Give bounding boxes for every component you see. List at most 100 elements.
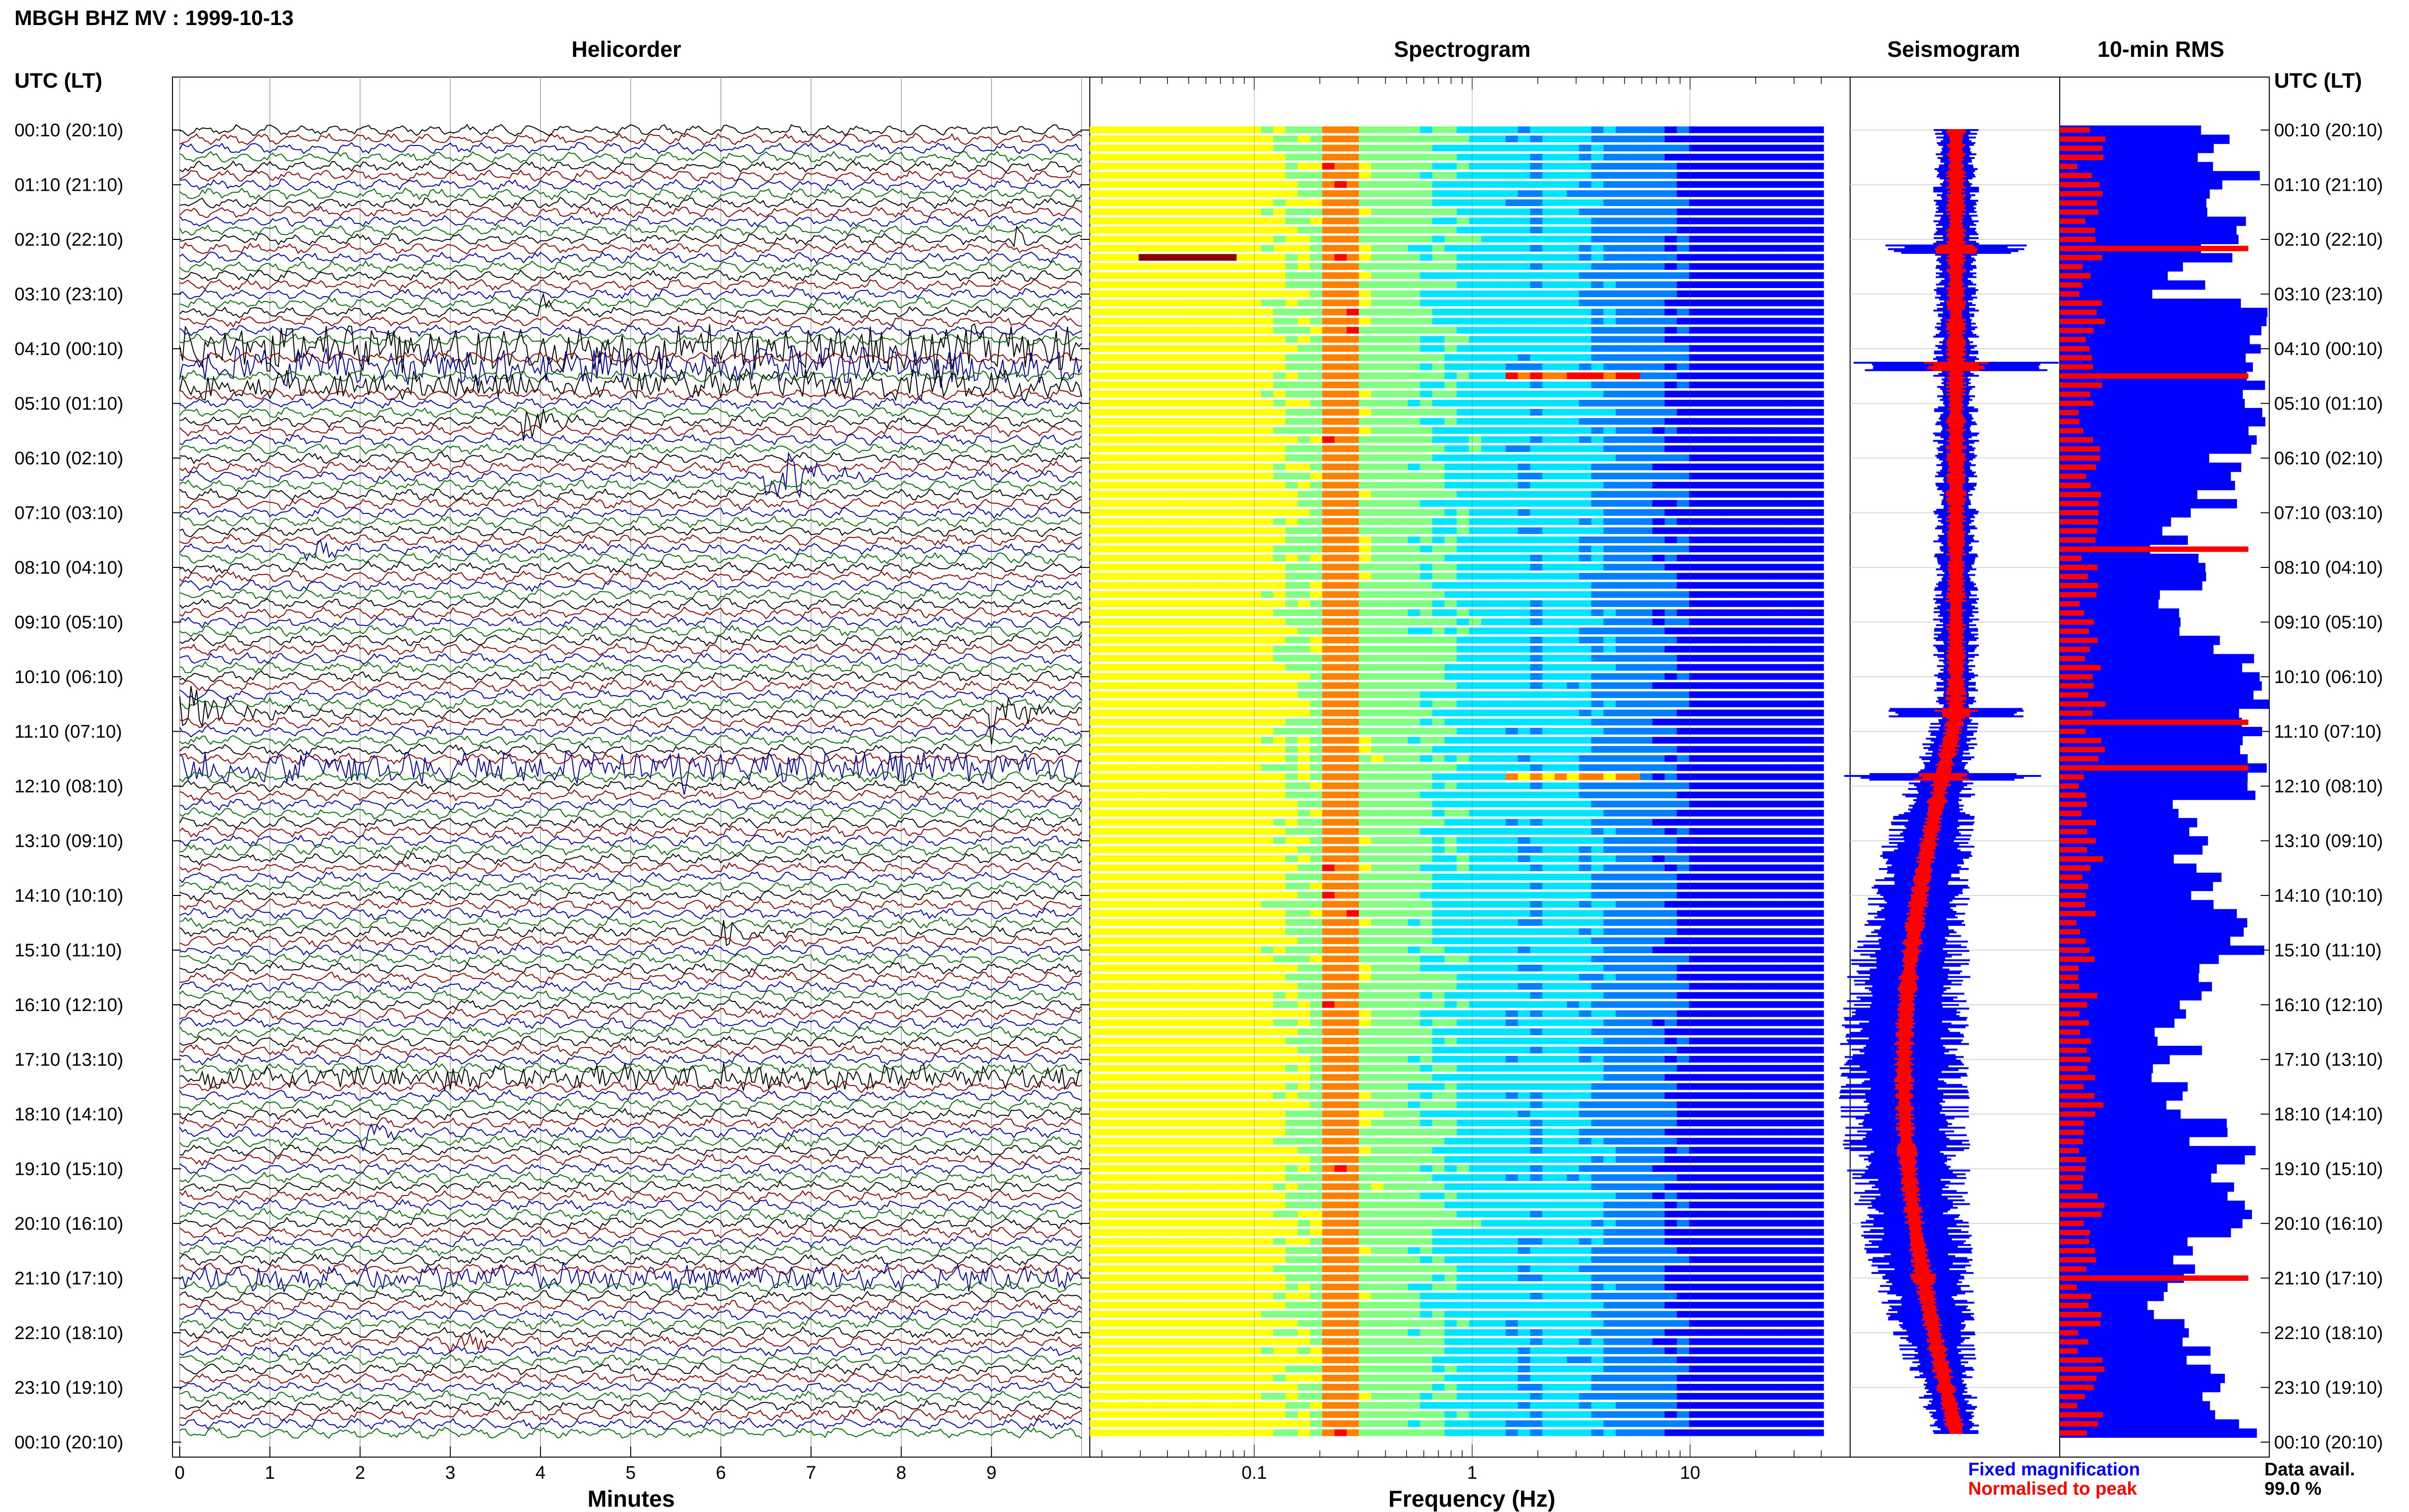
spectrogram-cell — [1530, 463, 1543, 471]
spectrogram-cell — [1701, 254, 1714, 261]
spectrogram-cell — [1297, 664, 1310, 671]
spectrogram-cell — [1285, 281, 1298, 288]
spectrogram-cell — [1677, 308, 1690, 316]
spectrogram-cell — [1102, 618, 1115, 625]
spectrogram-cell — [1297, 545, 1310, 552]
spectrogram-cell — [1261, 491, 1274, 498]
spectrogram-cell — [1102, 527, 1115, 534]
spectrogram-cell — [1811, 427, 1824, 434]
spectrogram-cell — [1224, 618, 1237, 625]
spectrogram-cell — [1444, 299, 1457, 306]
spectrogram-cell — [1628, 154, 1641, 161]
spectrogram-cell — [1750, 145, 1763, 152]
spectrogram-cell — [1493, 682, 1506, 689]
spectrogram-cell — [1481, 254, 1494, 261]
spectrogram-cell — [1493, 664, 1506, 671]
spectrogram-cell — [1738, 245, 1751, 252]
spectrogram-cell — [1665, 500, 1677, 507]
spectrogram-cell — [1322, 819, 1335, 826]
spectrogram-cell — [1725, 281, 1738, 288]
spectrogram-cell — [1566, 427, 1579, 434]
spectrogram-cell — [1518, 582, 1531, 589]
spectrogram-cell — [1787, 509, 1800, 516]
spectrogram-cell — [1713, 491, 1726, 498]
spectrogram-cell — [1591, 728, 1604, 735]
spectrogram-cell — [1285, 317, 1298, 325]
spectrogram-cell — [1175, 145, 1188, 152]
spectrogram-cell — [1126, 527, 1139, 534]
spectrogram-cell — [1126, 764, 1139, 771]
spectrogram-cell — [1591, 190, 1604, 197]
spectrogram-cell — [1603, 564, 1616, 571]
spectrogram-cell — [1285, 226, 1298, 234]
helicorder-trace — [179, 451, 1082, 499]
spectrogram-cell — [1787, 819, 1800, 826]
spectrogram-cell — [1665, 573, 1677, 580]
spectrogram-cell — [1713, 372, 1726, 380]
spectrogram-cell — [1371, 791, 1384, 799]
spectrogram-cell — [1481, 545, 1494, 552]
spectrogram-cell — [1347, 527, 1360, 534]
spectrogram-cell — [1628, 491, 1641, 498]
spectrogram-cell — [1774, 345, 1787, 352]
spectrogram-cell — [1725, 254, 1738, 261]
spectrogram-cell — [1456, 482, 1469, 489]
spectrogram-cell — [1542, 710, 1555, 717]
spectrogram-cell — [1285, 655, 1298, 662]
spectrogram-cell — [1334, 327, 1347, 334]
spectrogram-cell — [1774, 600, 1787, 607]
spectrogram-cell — [1665, 736, 1677, 744]
spectrogram-cell — [1224, 782, 1237, 789]
spectrogram-cell — [1249, 545, 1261, 552]
spectrogram-cell — [1665, 600, 1677, 607]
spectrogram-cell — [1469, 500, 1482, 507]
spectrogram-cell — [1713, 408, 1726, 416]
spectrogram-cell — [1799, 837, 1812, 844]
spectrogram-cell — [1273, 837, 1286, 844]
spectrogram-cell — [1665, 254, 1677, 261]
spectrogram-cell — [1334, 810, 1347, 817]
spectrogram-cell — [1481, 527, 1494, 534]
spectrogram-cell — [1371, 564, 1384, 571]
spectrogram-cell — [1493, 345, 1506, 352]
spectrogram-cell — [1725, 172, 1738, 179]
spectrogram-cell — [1518, 263, 1531, 270]
spectrogram-cell — [1701, 208, 1714, 215]
spectrogram-cell — [1579, 491, 1592, 498]
spectrogram-cell — [1371, 691, 1384, 698]
spectrogram-cell — [1408, 527, 1420, 534]
spectrogram-cell — [1090, 363, 1102, 370]
spectrogram-cell — [1261, 391, 1274, 397]
spectrogram-cell — [1456, 272, 1469, 279]
spectrogram-cell — [1383, 299, 1396, 306]
spectrogram-cell — [1628, 272, 1641, 279]
spectrogram-cell — [1689, 473, 1702, 480]
spectrogram-cell — [1787, 226, 1800, 234]
spectrogram-cell — [1579, 764, 1592, 771]
spectrogram-cell — [1310, 135, 1323, 143]
spectrogram-cell — [1347, 217, 1360, 224]
spectrogram-cell — [1383, 290, 1396, 297]
spectrogram-cell — [1383, 308, 1396, 316]
spectrogram-cell — [1200, 154, 1213, 161]
spectrogram-cell — [1799, 391, 1812, 397]
spectrogram-cell — [1603, 846, 1616, 853]
spectrogram-cell — [1591, 645, 1604, 653]
spectrogram-cell — [1114, 454, 1127, 461]
spectrogram-cell — [1395, 454, 1408, 461]
spectrogram-cell — [1126, 746, 1139, 753]
spectrogram-cell — [1469, 336, 1482, 343]
spectrogram-cell — [1652, 691, 1665, 698]
spectrogram-cell — [1554, 254, 1567, 261]
spectrogram-cell — [1261, 245, 1274, 252]
spectrogram-cell — [1163, 454, 1176, 461]
spectrogram-cell — [1579, 527, 1592, 534]
spectrogram-cell — [1530, 172, 1543, 179]
spectrogram-cell — [1334, 846, 1347, 853]
spectrogram-cell — [1102, 728, 1115, 735]
spectrogram-cell — [1383, 600, 1396, 607]
spectrogram-cell — [1126, 755, 1139, 762]
spectrogram-cell — [1138, 290, 1152, 297]
spectrogram-cell — [1787, 408, 1800, 416]
spectrogram-cell — [1420, 736, 1433, 744]
